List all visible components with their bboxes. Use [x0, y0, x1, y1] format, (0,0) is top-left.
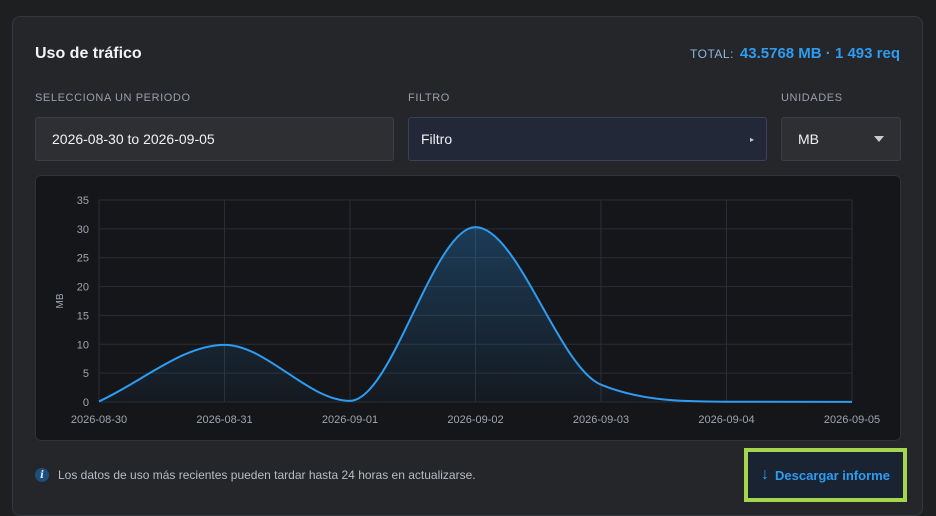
filter-value: Filtro — [421, 131, 453, 147]
y-tick-label: 5 — [83, 368, 89, 380]
total-value: 43.5768 MB · 1 493 req — [739, 45, 900, 62]
data-point — [600, 383, 603, 386]
units-label: UNIDADES — [781, 92, 843, 104]
units-select[interactable]: MB — [781, 117, 901, 161]
data-point — [98, 400, 101, 403]
y-tick-label: 20 — [77, 282, 89, 294]
info-icon: i — [35, 468, 49, 482]
x-tick-label: 2026-09-02 — [447, 414, 503, 426]
x-tick-label: 2026-09-01 — [322, 414, 378, 426]
info-text: Los datos de uso más recientes pueden ta… — [58, 468, 476, 482]
page-title: Uso de tráfico — [35, 45, 142, 62]
info-notice: i Los datos de uso más recientes pueden … — [35, 468, 476, 482]
total-label: TOTAL: — [690, 47, 734, 61]
download-label: Descargar informe — [775, 467, 890, 483]
y-tick-label: 30 — [77, 224, 89, 236]
data-point — [474, 226, 477, 229]
period-label: SELECCIONA UN PERIODO — [35, 92, 191, 104]
y-tick-label: 15 — [77, 310, 89, 322]
y-tick-label: 25 — [77, 253, 89, 265]
filter-label: FILTRO — [408, 92, 450, 104]
y-tick-label: 0 — [83, 397, 89, 409]
data-point — [223, 343, 226, 346]
download-arrow-icon: ↓ — [761, 466, 770, 483]
series-area-fill — [99, 227, 852, 402]
download-report-button[interactable]: ↓ Descargar informe — [744, 448, 907, 502]
x-tick-label: 2026-09-03 — [573, 414, 629, 426]
data-point — [349, 399, 352, 402]
series-line — [98, 226, 853, 403]
data-point — [725, 400, 728, 403]
chart-canvas: 0 5 10 15 20 25 30 35 2026-08-30 2026-08-31 2026-0… — [55, 195, 880, 426]
filter-dropdown-icon: ▸ — [749, 134, 754, 144]
x-tick-label: 2026-09-04 — [698, 414, 754, 426]
data-point — [851, 400, 854, 403]
y-axis-label: MB — [55, 293, 66, 308]
x-tick-label: 2026-09-05 — [824, 414, 880, 426]
y-tick-label: 10 — [77, 339, 89, 351]
period-value: 2026-08-30 to 2026-09-05 — [52, 131, 215, 147]
period-picker[interactable]: 2026-08-30 to 2026-09-05 — [35, 117, 394, 161]
total-summary: TOTAL: 43.5768 MB · 1 493 req — [690, 45, 900, 62]
units-value: MB — [798, 131, 819, 147]
traffic-usage-card: Uso de tráfico TOTAL: 43.5768 MB · 1 493 … — [12, 16, 923, 516]
y-tick-label: 35 — [77, 195, 89, 207]
x-tick-label: 2026-08-31 — [196, 414, 252, 426]
traffic-chart: 0 5 10 15 20 25 30 35 2026-08-30 2026-08-31 2026-0… — [35, 175, 901, 441]
chevron-down-icon — [874, 136, 884, 142]
x-tick-label: 2026-08-30 — [71, 414, 127, 426]
filter-select[interactable]: Filtro ▸ — [408, 117, 767, 161]
